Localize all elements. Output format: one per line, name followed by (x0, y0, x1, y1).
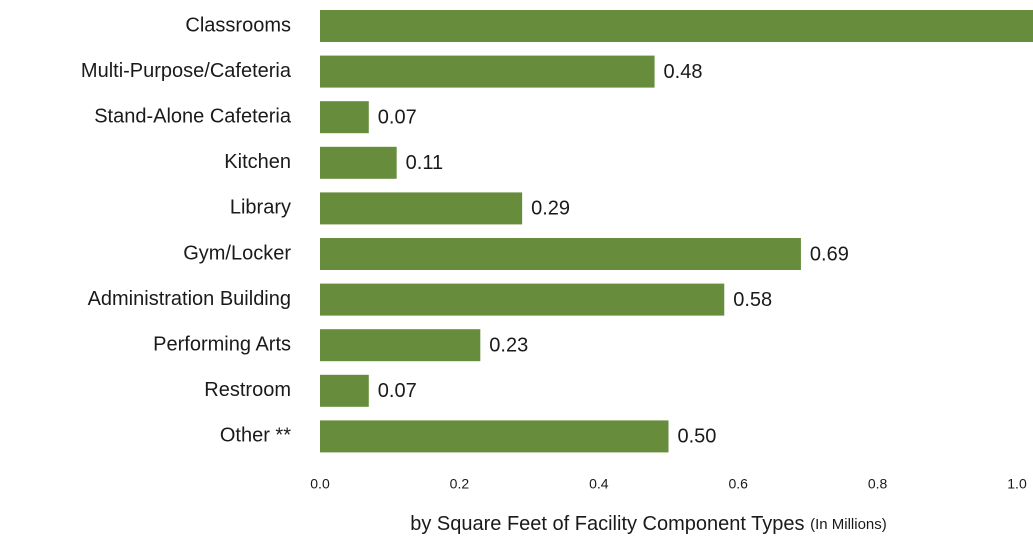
x-tick-label: 0.6 (728, 476, 748, 492)
x-tick-label: 0.2 (450, 476, 470, 492)
bar (320, 238, 801, 270)
bar (320, 192, 523, 225)
x-tick-label: 0.4 (589, 476, 609, 492)
data-label: 0.58 (733, 289, 772, 311)
data-label: 0.07 (378, 380, 417, 402)
y-tick-label: Classrooms (185, 14, 291, 36)
y-tick-label: Kitchen (224, 151, 291, 173)
x-tick-label: 0.8 (868, 476, 888, 492)
bar (320, 283, 725, 316)
x-axis-unit: (In Millions) (810, 516, 887, 533)
data-label: 0.29 (531, 198, 570, 220)
y-tick-label: Multi-Purpose/Cafeteria (81, 60, 292, 82)
data-label: 0.23 (489, 334, 528, 356)
y-tick-label: Restroom (204, 379, 291, 401)
bar (320, 55, 655, 88)
data-label: 0.48 (664, 61, 703, 83)
x-tick-label: 0.0 (310, 476, 330, 492)
bar (320, 146, 397, 179)
plot-area (320, 10, 1033, 453)
y-tick-label: Performing Arts (153, 333, 291, 355)
bar (320, 374, 369, 407)
data-label: 0.50 (678, 426, 717, 448)
bar (320, 10, 1033, 42)
bar (320, 101, 369, 134)
x-axis-title: by Square Feet of Facility Component Typ… (410, 513, 887, 535)
y-tick-label: Stand-Alone Cafeteria (94, 105, 292, 127)
data-label: 0.69 (810, 243, 849, 265)
y-tick-label: Library (230, 197, 291, 219)
bar (320, 329, 481, 362)
y-tick-label: Administration Building (88, 288, 291, 310)
bar (320, 420, 669, 453)
x-axis-label: by Square Feet of Facility Component Typ… (410, 513, 804, 535)
data-label: 0.11 (406, 152, 443, 174)
x-tick-label: 1.0 (1007, 476, 1027, 492)
data-label: 0.07 (378, 106, 417, 128)
y-tick-label: Gym/Locker (183, 242, 291, 264)
y-tick-label: Other ** (220, 425, 291, 447)
